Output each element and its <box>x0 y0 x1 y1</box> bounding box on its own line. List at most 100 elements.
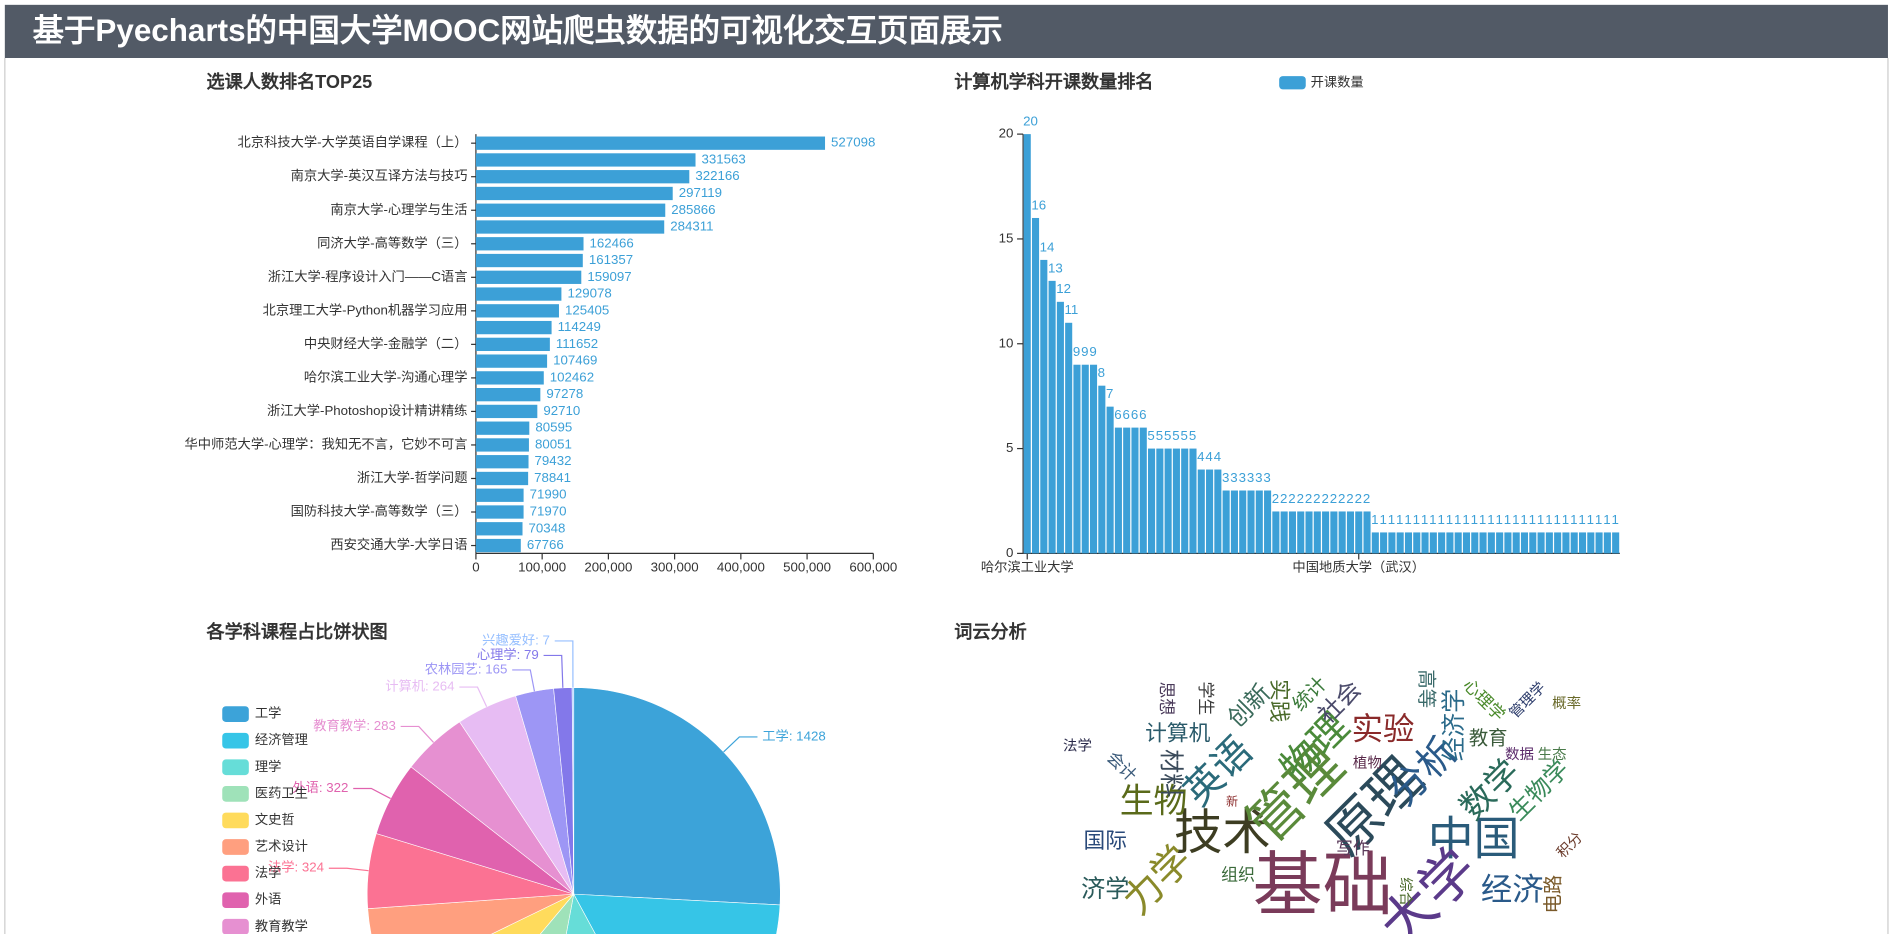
legend-swatch[interactable] <box>1279 76 1306 90</box>
legend-label[interactable]: 教育教学 <box>255 918 308 933</box>
y-tick-label: 哈尔滨工业大学-沟通心理学 <box>304 369 468 384</box>
legend-label[interactable]: 艺术设计 <box>255 839 308 854</box>
bar <box>475 220 665 234</box>
y-tick-label: 南京大学-英汉互译方法与技巧 <box>291 167 468 183</box>
bar <box>1479 532 1487 554</box>
bar <box>1612 532 1620 554</box>
bar <box>475 153 696 167</box>
bar <box>1363 511 1371 554</box>
y-tick-label: 西安交通大学-大学日语 <box>330 536 467 552</box>
word: 电路 <box>1543 875 1565 914</box>
bar-value-label: 6 <box>1123 407 1130 422</box>
bar <box>1131 427 1139 554</box>
bar <box>1181 448 1189 554</box>
legend-label[interactable]: 开课数量 <box>1311 74 1364 89</box>
bar <box>475 488 524 502</box>
bar-value-label: 13 <box>1048 260 1063 275</box>
legend-label[interactable]: 医药卫生 <box>255 785 308 800</box>
bar-value-label: 1 <box>1437 512 1444 527</box>
bar-value-label: 1 <box>1495 512 1502 527</box>
bar-value-label: 79432 <box>535 453 572 468</box>
pie-slice <box>573 893 781 934</box>
bar-value-label: 1 <box>1446 512 1453 527</box>
bar <box>475 287 562 301</box>
bar-value-label: 9 <box>1089 344 1096 359</box>
bar <box>1338 511 1346 554</box>
legend-swatch[interactable] <box>222 706 249 722</box>
y-tick-label: 南京大学-心理学与生活 <box>330 202 467 217</box>
bar <box>1570 532 1578 554</box>
legend-label[interactable]: 经济管理 <box>255 732 308 747</box>
bar-value-label: 285866 <box>671 202 715 217</box>
bar <box>1081 364 1089 554</box>
header-bar <box>4 4 1888 58</box>
bar-value-label: 1 <box>1554 512 1561 527</box>
bar <box>1578 532 1587 554</box>
bar-value-label: 1 <box>1371 512 1378 527</box>
bar <box>475 455 529 469</box>
bar <box>475 253 583 268</box>
word: 生物 <box>1120 782 1188 820</box>
legend-label[interactable]: 法学 <box>255 865 282 880</box>
legend-swatch[interactable] <box>222 785 249 802</box>
bar-value-label: 6 <box>1131 407 1138 422</box>
bar-value-label: 8 <box>1098 365 1105 380</box>
pie-label: 工学: 1428 <box>762 728 825 743</box>
bar <box>1098 385 1106 554</box>
y-tick-label: 浙江大学-程序设计入门——C语言 <box>268 269 468 284</box>
bar-value-label: 1 <box>1570 512 1577 527</box>
bar <box>1595 532 1603 554</box>
bar-value-label: 1 <box>1479 512 1486 527</box>
bar-value-label: 297119 <box>679 185 722 200</box>
bar-value-label: 2 <box>1363 491 1370 506</box>
legend-swatch[interactable] <box>222 865 249 882</box>
bar <box>475 270 582 284</box>
bar <box>475 186 673 201</box>
bar-value-label: 1 <box>1520 512 1527 527</box>
x-tick-label: 500,000 <box>783 559 831 574</box>
bar <box>1537 532 1545 554</box>
word: 积分 <box>1554 829 1587 862</box>
legend-label[interactable]: 文史哲 <box>255 812 295 827</box>
legend-swatch[interactable] <box>222 892 249 909</box>
bar <box>1164 448 1172 554</box>
bar <box>1520 532 1529 554</box>
bar <box>1446 532 1454 554</box>
legend-swatch[interactable] <box>222 918 249 934</box>
bar-value-label: 80595 <box>535 420 572 435</box>
x-tick-label: 600,000 <box>849 559 897 574</box>
bar-value-label: 3 <box>1222 470 1229 485</box>
bar <box>475 371 544 385</box>
bar-value-label: 80051 <box>535 436 572 451</box>
bar <box>1172 448 1180 554</box>
legend-label[interactable]: 工学 <box>255 706 282 721</box>
legend-label[interactable]: 理学 <box>255 759 282 774</box>
bar <box>475 421 530 435</box>
bar-value-label: 1 <box>1545 512 1552 527</box>
chart-title: 词云分析 <box>954 621 1026 642</box>
x-tick-label: 400,000 <box>717 559 765 574</box>
bar-value-label: 7 <box>1106 386 1113 401</box>
bar <box>1197 469 1205 554</box>
bar <box>475 203 666 217</box>
word: 写作 <box>1336 839 1370 858</box>
pie-slice <box>491 893 574 934</box>
bar <box>1413 532 1421 554</box>
legend-swatch[interactable] <box>222 812 249 829</box>
bar-value-label: 5 <box>1164 428 1171 443</box>
bar-value-label: 1 <box>1396 512 1403 527</box>
legend-swatch[interactable] <box>222 759 249 776</box>
bar-value-label: 159097 <box>587 269 631 284</box>
bar-value-label: 2 <box>1272 491 1279 506</box>
bar-value-label: 1 <box>1603 512 1610 527</box>
bar-value-label: 4 <box>1197 449 1204 464</box>
legend-swatch[interactable] <box>222 839 249 855</box>
bar <box>1330 511 1338 554</box>
word: 实验 <box>1352 711 1415 746</box>
word: 概率 <box>1552 695 1581 712</box>
legend-label[interactable]: 外语 <box>255 892 282 907</box>
bar <box>1554 532 1562 554</box>
legend-swatch[interactable] <box>222 732 249 749</box>
bar <box>475 522 523 536</box>
word: 经济 <box>1481 872 1544 907</box>
